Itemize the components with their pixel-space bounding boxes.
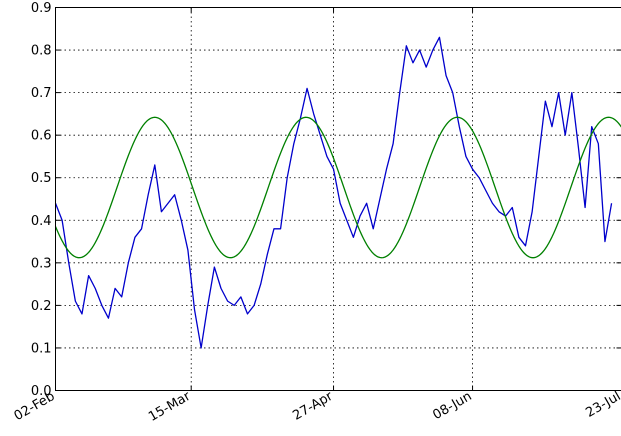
x-tick-label: 27-Apr bbox=[290, 389, 336, 424]
x-axis: 02-Feb 15-Mar 27-Apr 08-Jun 23-Jul bbox=[12, 7, 621, 425]
y-tick-label: 0.8 bbox=[31, 44, 52, 59]
series-layer bbox=[54, 36, 621, 349]
y-tick-label: 0.9 bbox=[31, 1, 52, 16]
x-tick-label: 23-Jul bbox=[583, 389, 621, 421]
series-line-green bbox=[54, 116, 621, 259]
y-tick-label: 0.6 bbox=[31, 129, 52, 144]
y-tick-label: 0.7 bbox=[31, 86, 52, 101]
grid-lines bbox=[55, 7, 621, 391]
y-tick-label: 0.1 bbox=[31, 341, 52, 356]
y-tick-label: 0.3 bbox=[31, 256, 52, 271]
y-tick-label: 0.4 bbox=[31, 214, 52, 229]
x-tick-label: 08-Jun bbox=[430, 389, 474, 423]
x-tick-label: 15-Mar bbox=[146, 389, 194, 425]
y-tick-label: 0.0 bbox=[31, 384, 52, 399]
y-tick-label: 0.5 bbox=[31, 171, 52, 186]
y-axis: 0.0 0.1 0.2 0.3 0.4 0.5 0.6 0.7 0.8 0.9 bbox=[31, 1, 621, 399]
y-tick-label: 0.2 bbox=[31, 299, 52, 314]
plot-frame bbox=[55, 7, 621, 391]
series-line-blue bbox=[54, 36, 613, 349]
